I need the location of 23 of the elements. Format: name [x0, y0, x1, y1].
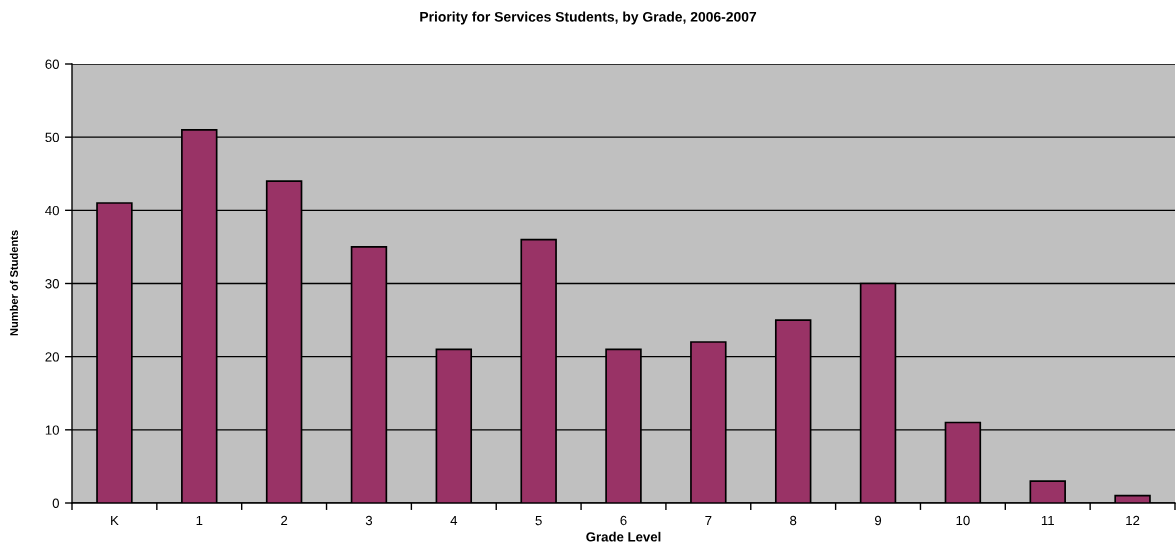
x-tick-label: 1: [196, 515, 203, 526]
y-tick-label: 40: [45, 205, 59, 216]
x-tick-label: 8: [790, 515, 797, 526]
x-tick-label: 6: [620, 515, 627, 526]
y-tick-label: 50: [45, 132, 59, 143]
x-tick-label: 4: [450, 515, 458, 526]
y-tick-label: 10: [45, 425, 59, 435]
x-tick-label: 3: [365, 515, 373, 526]
x-tick-label: 7: [705, 515, 712, 526]
x-tick-label: 2: [281, 515, 288, 526]
x-tick-label: 9: [874, 515, 882, 526]
x-axis-title: Grade Level: [586, 531, 661, 542]
y-tick-label: 0: [52, 498, 59, 508]
x-tick-label: 10: [956, 515, 970, 526]
chart-title: Priority for Services Students, by Grade, 2006-2007: [420, 11, 757, 25]
y-tick-label: 30: [45, 279, 59, 289]
y-tick-label: 20: [45, 352, 59, 362]
y-tick-label: 60: [45, 59, 59, 69]
x-tick-label: 11: [1041, 515, 1054, 526]
x-tick-label: 5: [535, 515, 542, 526]
x-tick-label: K: [111, 515, 119, 526]
x-tick-label: 12: [1126, 515, 1140, 526]
y-axis-title: Number of Students: [9, 230, 18, 336]
